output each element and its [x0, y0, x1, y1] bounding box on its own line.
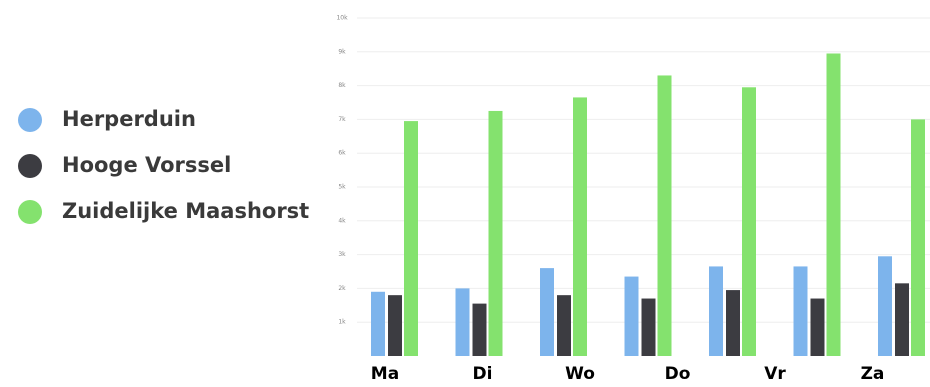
bar: [709, 266, 723, 356]
x-tick-label: Ma: [371, 364, 399, 383]
y-tick-label: 2k: [338, 285, 346, 292]
bar: [657, 75, 672, 357]
bar: [726, 290, 740, 356]
bar: [641, 298, 656, 356]
x-tick-label: Wo: [565, 364, 595, 383]
legend-marker: [18, 108, 42, 132]
legend-label: Zuidelijke Maashorst: [62, 199, 309, 223]
legend-marker: [18, 200, 42, 224]
legend-label: Herperduin: [62, 107, 196, 131]
y-tick-label: 5k: [338, 184, 346, 191]
bar: [742, 87, 756, 356]
bar: [793, 266, 808, 356]
bar: [404, 121, 418, 356]
y-tick-label: 8k: [338, 82, 346, 89]
bar: [911, 119, 925, 357]
bar: [826, 53, 841, 357]
y-tick-label: 10k: [336, 15, 348, 22]
bar: [455, 288, 470, 356]
bar: [878, 256, 892, 356]
bar: [540, 268, 554, 356]
y-tick-label: 1k: [338, 319, 346, 326]
y-tick-label: 9k: [338, 48, 346, 55]
bar: [488, 110, 503, 356]
legend-label: Hooge Vorssel: [62, 153, 231, 177]
bar: [624, 276, 639, 356]
bar: [810, 298, 825, 356]
bar: [388, 295, 402, 356]
legend-marker: [18, 154, 42, 178]
x-tick-label: Do: [665, 364, 691, 383]
x-tick-label: Vr: [764, 364, 786, 383]
bar: [557, 295, 571, 356]
y-tick-label: 3k: [338, 251, 346, 258]
bar: [573, 97, 587, 357]
x-tick-label: Di: [473, 364, 493, 383]
bar: [472, 303, 487, 356]
bar: [895, 283, 909, 356]
bar: [371, 291, 385, 356]
y-tick-label: 6k: [338, 150, 346, 157]
y-tick-label: 4k: [338, 217, 346, 224]
y-tick-label: 7k: [338, 116, 346, 123]
x-tick-label: Za: [861, 364, 885, 383]
